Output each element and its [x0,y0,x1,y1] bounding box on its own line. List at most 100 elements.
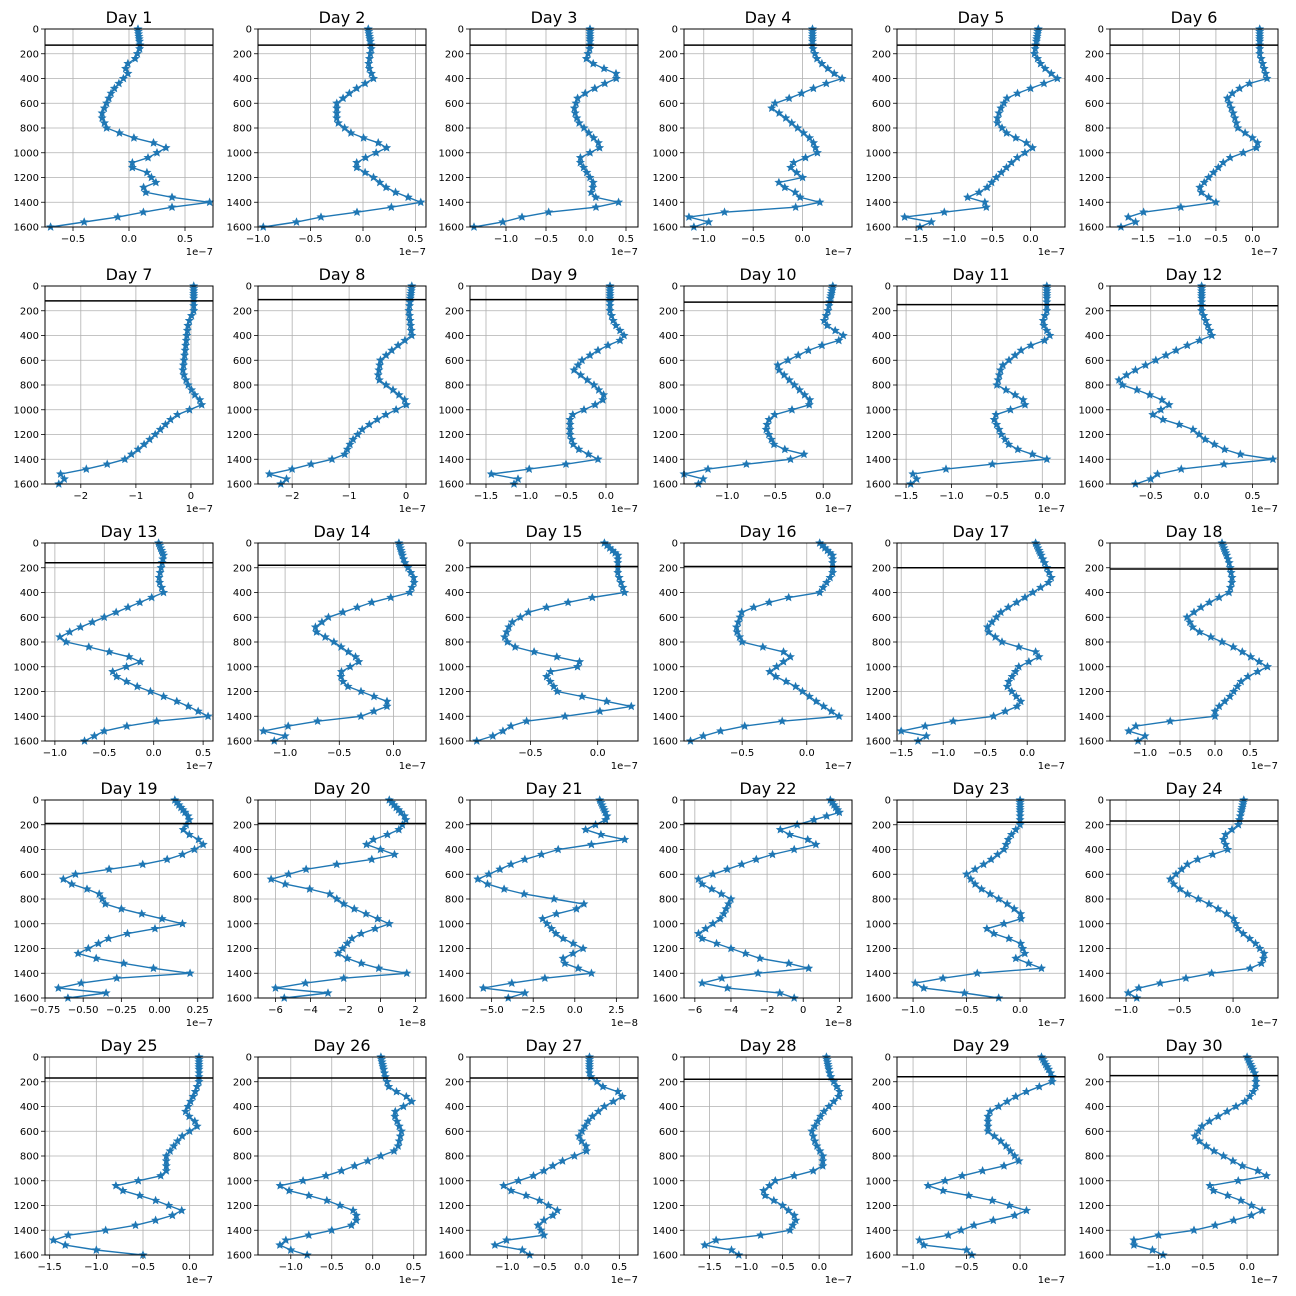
data-point-marker [156,1171,166,1180]
data-point-marker [985,889,995,898]
data-point-marker [322,1195,332,1205]
data-point-marker [361,909,371,918]
data-point-marker [376,1151,386,1160]
data-point-marker [830,325,840,335]
data-point-marker [1001,385,1011,394]
x-axis-multiplier: 1e−7 [399,504,426,515]
data-point-marker [333,118,343,127]
data-point-marker [553,844,563,854]
data-point-marker [286,1245,296,1254]
y-tick-label: 1400 [439,1226,464,1237]
data-point-marker [133,1176,143,1185]
data-point-marker [498,217,508,226]
data-point-marker [561,459,571,469]
y-tick-label: 1000 [439,148,464,159]
panel-title: Day 24 [1165,779,1222,798]
y-tick-label: 1400 [14,712,39,723]
data-point-marker [1185,617,1195,627]
x-tick-label: −0.5 [763,491,787,502]
data-point-marker [139,182,149,192]
data-point-marker [1218,157,1228,167]
data-point-marker [546,923,557,933]
y-tick-label: 600 [233,99,252,110]
x-tick-label: −1.0 [273,748,297,759]
data-point-marker [602,696,612,706]
data-point-marker [1000,706,1010,716]
data-point-marker [56,469,66,478]
panel-title: Day 25 [100,1036,157,1055]
data-point-marker [749,602,759,612]
x-tick-label: 0.0 [1225,1005,1241,1016]
data-point-marker [165,1146,175,1155]
data-point-marker [569,365,579,375]
data-point-marker [1016,345,1026,355]
data-point-marker [812,53,822,63]
data-point-marker [573,963,583,973]
x-tick-label: −1.0 [931,748,955,759]
data-point-marker [121,676,132,686]
x-axis-multiplier: 1e−7 [1038,1275,1065,1286]
data-point-marker [60,1240,70,1249]
data-point-marker [100,899,110,908]
data-point-marker [1010,350,1020,360]
data-point-marker [767,103,777,113]
data-point-marker [498,726,508,735]
data-point-marker [473,874,483,884]
data-point-marker [797,88,807,98]
data-point-marker [1195,627,1205,636]
data-point-marker [323,988,333,997]
data-point-marker [1175,884,1185,893]
data-point-marker [1201,1141,1211,1150]
x-tick-label: 0.0 [1012,1005,1028,1016]
x-tick-label: −0.5 [730,748,754,759]
data-point-marker [183,380,193,389]
data-point-marker [552,686,562,696]
data-point-marker [1225,691,1235,701]
y-tick-label: 800 [1085,1152,1104,1163]
y-tick-label: 1600 [227,1251,252,1262]
data-point-marker [581,1146,592,1155]
data-point-marker [1245,963,1255,973]
y-tick-label: 1200 [14,687,39,698]
y-tick-label: 1400 [1079,455,1104,466]
data-point-marker [766,434,776,444]
data-point-marker [304,1230,314,1240]
data-point-marker [1157,395,1167,404]
y-tick-label: 1600 [1079,480,1104,491]
data-point-marker [342,938,352,948]
data-point-marker [793,123,803,132]
y-tick-label: 1600 [866,480,891,491]
y-tick-label: 0 [33,796,39,807]
y-tick-label: 1000 [227,662,252,673]
axes-frame [896,542,1066,742]
data-point-marker [151,1195,161,1205]
data-point-marker [301,864,311,874]
data-point-marker [539,1230,549,1240]
data-point-marker [770,409,780,419]
data-point-marker [112,973,122,983]
y-tick-label: 800 [445,895,464,906]
x-tick-label: −0.5 [770,1262,794,1273]
panel-title: Day 28 [739,1036,796,1055]
data-point-marker [368,834,379,844]
x-tick-label: −6 [687,1005,702,1016]
data-point-marker [407,1096,417,1106]
data-point-marker [992,419,1002,429]
y-tick-label: 1400 [653,198,678,209]
data-point-marker [1224,558,1234,567]
data-point-marker [172,1136,183,1146]
data-point-marker [1223,844,1233,854]
data-point-marker [1134,983,1144,992]
data-point-marker [79,217,89,226]
data-point-marker [984,627,994,636]
data-point-marker [1030,44,1040,53]
y-tick-label: 800 [445,124,464,135]
data-point-marker [166,414,176,424]
axes-frame [257,542,427,742]
data-point-marker [1014,1156,1024,1165]
data-point-marker [344,88,354,98]
data-point-marker [579,405,589,414]
data-point-marker [102,123,112,132]
axes-frame [1109,542,1279,742]
y-tick-label: 600 [659,870,678,881]
